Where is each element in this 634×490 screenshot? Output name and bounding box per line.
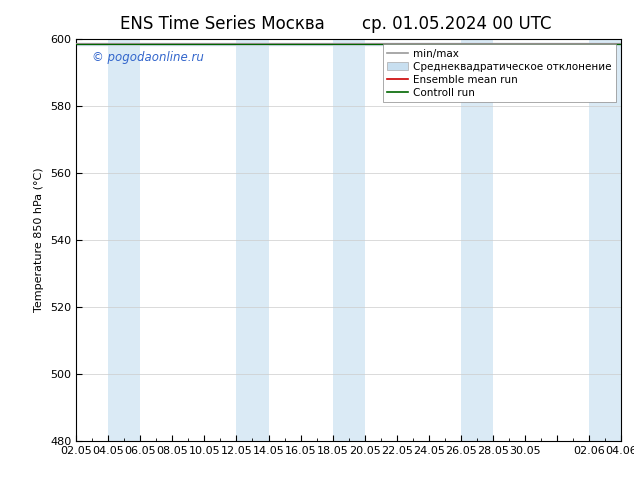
- Text: ср. 01.05.2024 00 UTC: ср. 01.05.2024 00 UTC: [362, 15, 551, 33]
- Text: ENS Time Series Москва: ENS Time Series Москва: [120, 15, 324, 33]
- Bar: [461, 39, 493, 441]
- Text: © pogodaonline.ru: © pogodaonline.ru: [93, 51, 204, 64]
- Bar: [236, 39, 269, 441]
- Y-axis label: Temperature 850 hPa (°С): Temperature 850 hPa (°С): [34, 168, 44, 313]
- Bar: [589, 39, 621, 441]
- Bar: [333, 39, 365, 441]
- Bar: [108, 39, 140, 441]
- Legend: min/max, Среднеквадратическое отклонение, Ensemble mean run, Controll run: min/max, Среднеквадратическое отклонение…: [383, 45, 616, 102]
